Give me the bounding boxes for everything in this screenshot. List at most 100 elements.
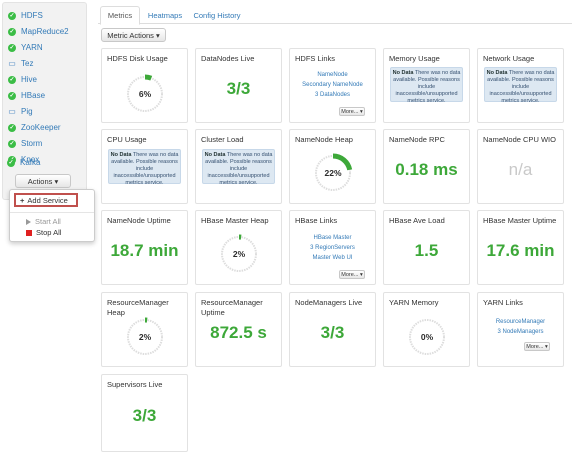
sidebar-item-label: HDFS (21, 11, 43, 20)
widget-namenode-heap[interactable]: NameNode Heap 22% (289, 129, 376, 204)
widget-title: NameNode CPU WIO (483, 135, 556, 144)
widget-yarn-links[interactable]: YARN Links ResourceManager 3 NodeManager… (477, 292, 564, 367)
sidebar-item-mapreduce2[interactable]: ✓ MapReduce2 (8, 25, 69, 38)
no-data-message: There was no data available. Possible re… (205, 152, 273, 186)
widget-title: Memory Usage (389, 54, 440, 63)
widget-title: NodeManagers Live (295, 298, 363, 307)
widget-namenode-cpu-wio[interactable]: NameNode CPU WIO n/a (477, 129, 564, 204)
sidebar-item-hbase[interactable]: ✓ HBase (8, 89, 45, 102)
sidebar-item-hive[interactable]: ✓ Hive (8, 73, 37, 86)
widget-datanodes-live[interactable]: DataNodes Live 3/3 (195, 48, 282, 123)
widget-title: Network Usage (483, 54, 535, 63)
sidebar-item-label: Hive (21, 75, 38, 84)
stop-all-label: Stop All (36, 228, 62, 237)
widget-title: HDFS Disk Usage (107, 54, 168, 63)
widget-value: 0.18 ms (395, 160, 458, 179)
widget-hdfs-disk-usage[interactable]: HDFS Disk Usage 6% (101, 48, 188, 123)
more-button[interactable]: More... ▾ (339, 270, 365, 279)
widget-resourcemanager-uptime[interactable]: ResourceManager Uptime 872.5 s (195, 292, 282, 367)
widget-cluster-load[interactable]: Cluster Load No Data There was no data a… (195, 129, 282, 204)
widget-hbase-links[interactable]: HBase Links HBase Master 3 RegionServers… (289, 210, 376, 285)
services-sidebar: ✓ HDFS ✓ MapReduce2 ✓ YARN ▭ Tez ✓ Hive ✓ HBas… (2, 2, 87, 200)
sidebar-item-kafka[interactable]: ✓ Kafka (7, 156, 40, 169)
no-data-alert: No Data There was no data available. Pos… (484, 67, 557, 104)
sidebar-item-yarn[interactable]: ✓ YARN (8, 41, 43, 54)
sidebar-item-label: Storm (21, 139, 43, 148)
sidebar-item-label: MapReduce2 (21, 27, 69, 36)
status-ok-icon: ✓ (8, 75, 16, 84)
no-data-alert: No Data There was no data available. Pos… (390, 67, 463, 104)
widget-hbase-ave-load[interactable]: HBase Ave Load 1.5 (383, 210, 470, 285)
widget-cpu-usage[interactable]: CPU Usage No Data There was no data avai… (101, 129, 188, 204)
widget-hdfs-links[interactable]: HDFS Links NameNode Secondary NameNode 3… (289, 48, 376, 123)
sidebar-item-hdfs[interactable]: ✓ HDFS (8, 9, 43, 22)
tab-config-history[interactable]: Config History (193, 10, 241, 20)
status-ok-icon: ✓ (8, 139, 16, 148)
link-hbase-master[interactable]: HBase Master (313, 235, 352, 241)
widget-title: HBase Links (295, 216, 338, 225)
links-list: ResourceManager 3 NodeManagers (478, 317, 563, 337)
no-data-label: No Data (486, 70, 508, 76)
status-ok-icon: ✓ (8, 123, 16, 132)
sidebar-item-label: Pig (21, 107, 33, 116)
no-data-label: No Data (110, 152, 132, 158)
widget-title: HDFS Links (295, 54, 336, 63)
widget-title: NameNode Heap (295, 135, 353, 144)
no-data-message: There was no data available. Possible re… (111, 152, 179, 186)
link-secondary-namenode[interactable]: Secondary NameNode (302, 82, 363, 88)
widget-title: ResourceManager Uptime (201, 298, 263, 317)
widget-title: YARN Links (483, 298, 523, 307)
widget-namenode-rpc[interactable]: NameNode RPC 0.18 ms (383, 129, 470, 204)
widget-yarn-memory[interactable]: YARN Memory 0% (383, 292, 470, 367)
heap-gauge: 2% (217, 232, 261, 276)
link-namenode[interactable]: NameNode (317, 72, 348, 78)
gauge-value: 2% (138, 332, 152, 342)
play-icon (26, 218, 31, 225)
status-ok-icon: ✓ (8, 27, 16, 36)
link-resourcemanager[interactable]: ResourceManager (495, 319, 546, 325)
sidebar-item-storm[interactable]: ✓ Storm (8, 137, 42, 150)
add-service-menu-item[interactable]: + Add Service (14, 193, 78, 207)
metric-actions-button[interactable]: Metric Actions ▾ (101, 28, 166, 42)
gauge-value: 0% (420, 332, 434, 342)
heap-gauge: 22% (311, 151, 355, 195)
no-data-label: No Data (392, 70, 414, 76)
widget-title: YARN Memory (389, 298, 439, 307)
stop-all-menu-item[interactable]: Stop All (26, 228, 61, 237)
summary-tabs: Metrics Heatmaps Config History (98, 6, 572, 25)
status-ok-icon: ✓ (7, 158, 15, 167)
more-button[interactable]: More... ▾ (524, 342, 550, 351)
sidebar-item-label: Kafka (20, 158, 41, 167)
tab-metrics[interactable]: Metrics (100, 6, 140, 25)
widget-nodemanagers-live[interactable]: NodeManagers Live 3/3 (289, 292, 376, 367)
status-ok-icon: ✓ (8, 11, 16, 20)
start-all-menu-item[interactable]: Start All (26, 217, 61, 226)
tab-heatmaps[interactable]: Heatmaps (147, 10, 183, 20)
sidebar-item-label: Knox (21, 155, 40, 164)
status-ok-icon: ✓ (8, 43, 16, 52)
widget-hbase-master-uptime[interactable]: HBase Master Uptime 17.6 min (477, 210, 564, 285)
sidebar-item-pig[interactable]: ▭ Pig (8, 105, 33, 118)
add-service-label: Add Service (27, 195, 68, 205)
widget-memory-usage[interactable]: Memory Usage No Data There was no data a… (383, 48, 470, 123)
link-master-web-ui[interactable]: Master Web UI (312, 255, 353, 261)
sidebar-item-zookeeper[interactable]: ✓ ZooKeeper (8, 121, 61, 134)
more-button[interactable]: More... ▾ (339, 107, 365, 116)
heap-gauge: 2% (123, 315, 167, 359)
widget-supervisors-live[interactable]: Supervisors Live 3/3 (101, 374, 188, 452)
widget-title: CPU Usage (107, 135, 147, 144)
widget-namenode-uptime[interactable]: NameNode Uptime 18.7 min (101, 210, 188, 285)
widget-hbase-master-heap[interactable]: HBase Master Heap 2% (195, 210, 282, 285)
plus-icon: + (20, 195, 25, 205)
widget-title: HBase Master Heap (201, 216, 269, 225)
widget-resourcemanager-heap[interactable]: ResourceManager Heap 2% (101, 292, 188, 367)
actions-button[interactable]: Actions ▾ (15, 174, 71, 188)
link-nodemanagers[interactable]: 3 NodeManagers (497, 329, 544, 335)
sidebar-item-tez[interactable]: ▭ Tez (8, 57, 33, 70)
link-regionservers[interactable]: 3 RegionServers (310, 245, 355, 251)
widget-title: NameNode Uptime (107, 216, 171, 225)
link-datanodes[interactable]: 3 DataNodes (314, 92, 351, 98)
no-data-message: There was no data available. Possible re… (393, 70, 461, 104)
widget-value: 3/3 (320, 323, 345, 342)
widget-network-usage[interactable]: Network Usage No Data There was no data … (477, 48, 564, 123)
